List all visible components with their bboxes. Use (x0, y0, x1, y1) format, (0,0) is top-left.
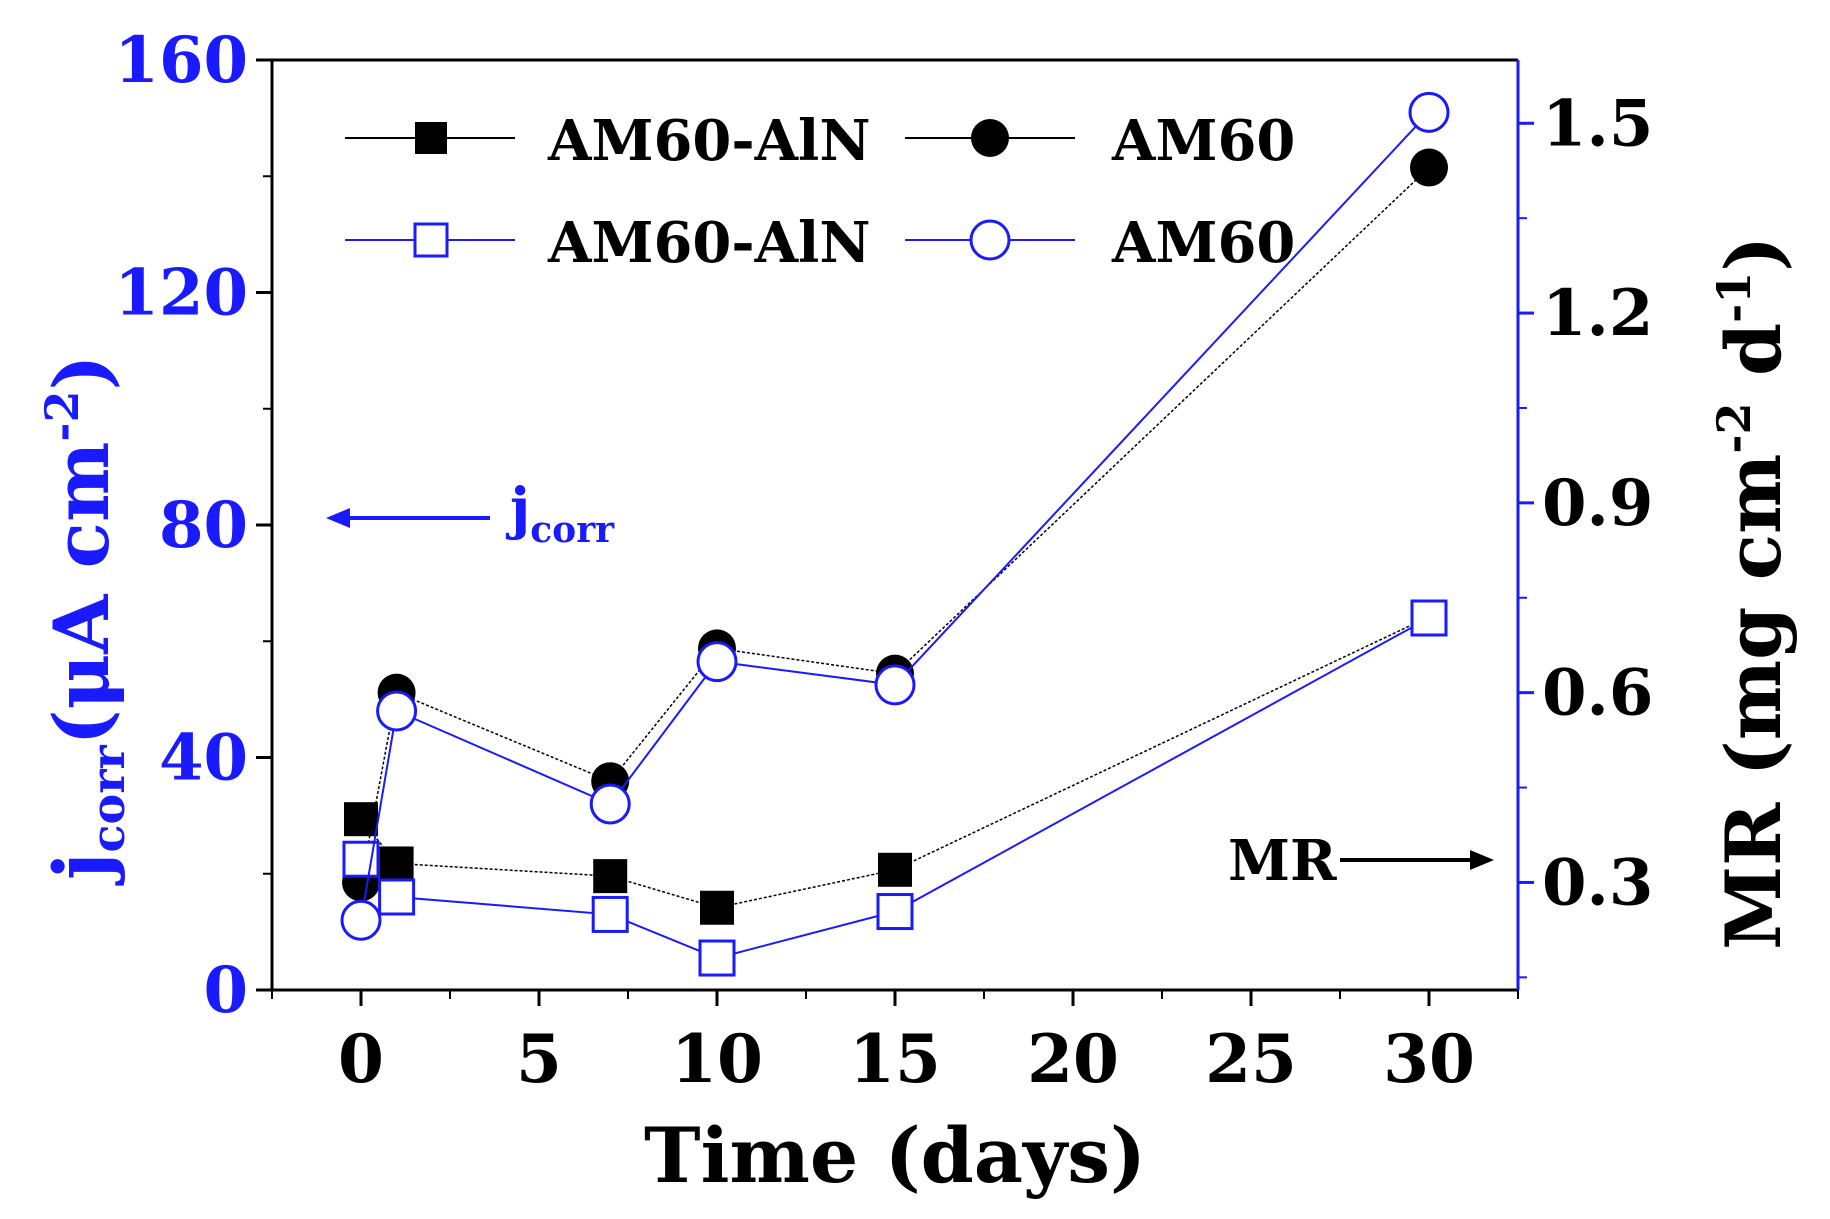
jcorr-annotation-label: jcorr (505, 476, 615, 551)
legend: AM60-AlN AM60 AM60-AlN AM60 (345, 108, 1295, 276)
legend-marker-filled-circle (971, 119, 1009, 157)
right-axis-label-close: ) (1709, 236, 1798, 272)
right-tick-label: 0.9 (1542, 466, 1653, 541)
data-point-circle (696, 641, 738, 683)
series-line-3 (360, 111, 1430, 921)
left-tick-label: 0 (203, 953, 248, 1028)
legend-marker-filled-square (415, 122, 447, 154)
right-axis-label-sup2: -1 (1707, 272, 1761, 323)
data-point-circle (1410, 148, 1448, 187)
axis-ticks: 0 5 10 15 20 25 30 0 40 80 120 160 0.3 0.6 0.9 1.2 1.5 (114, 23, 1653, 1098)
series-layer (340, 91, 1450, 977)
legend-marker-open-circle (969, 219, 1011, 261)
data-point-square (700, 890, 734, 925)
right-axis-label: MR (mg cm-2 d-1) (1707, 236, 1798, 950)
jcorr-annotation-sub: corr (530, 509, 615, 551)
left-axis-label-sub: corr (81, 745, 135, 853)
data-point-circle (376, 690, 418, 732)
data-point-square (1410, 599, 1448, 637)
data-point-circle (1408, 91, 1450, 133)
left-axis-label: jcorr(μA cm-2) (35, 355, 135, 886)
left-axis-label-sup: -2 (35, 391, 89, 442)
right-axis-label-sup1: -2 (1707, 402, 1761, 453)
jcorr-arrow-head (326, 508, 350, 528)
mr-arrow-head (1470, 850, 1494, 870)
right-tick-label: 0.6 (1542, 656, 1653, 731)
data-point-circle (340, 899, 382, 941)
data-point-circle (874, 664, 916, 706)
data-point-square (378, 878, 416, 916)
right-axis-label-mid: d (1709, 323, 1798, 403)
right-tick-label: 1.5 (1542, 86, 1653, 161)
jcorr-annotation: jcorr (326, 476, 615, 551)
x-tick-label: 5 (516, 1020, 562, 1098)
data-point-circle (589, 783, 631, 825)
left-tick-label: 80 (159, 488, 248, 563)
legend-label-am60-aln-filled: AM60-AlN (547, 108, 871, 174)
data-point-square (878, 852, 912, 887)
data-point-square (593, 859, 628, 894)
jcorr-annotation-main: j (505, 476, 530, 542)
x-tick-label: 0 (338, 1020, 384, 1098)
x-tick-label: 25 (1205, 1020, 1297, 1098)
legend-label-am60-filled: AM60 (1111, 108, 1295, 174)
mr-annotation-label: MR (1228, 828, 1337, 894)
right-tick-label: 0.3 (1542, 845, 1653, 920)
data-point-square (876, 893, 914, 931)
legend-label-am60-aln-open: AM60-AlN (547, 210, 871, 276)
data-point-square (344, 802, 378, 837)
left-tick-label: 160 (114, 23, 248, 98)
left-tick-label: 120 (114, 256, 248, 331)
x-tick-label: 20 (1027, 1020, 1119, 1098)
x-tick-label: 15 (849, 1020, 941, 1098)
x-tick-label: 10 (671, 1020, 763, 1098)
right-tick-label: 1.2 (1542, 276, 1653, 351)
x-tick-label: 30 (1383, 1020, 1475, 1098)
legend-label-am60-open: AM60 (1111, 210, 1295, 276)
mr-annotation: MR (1228, 828, 1494, 894)
legend-marker-open-square (413, 222, 449, 258)
left-axis-label-main: j (37, 853, 126, 887)
data-point-square (379, 846, 414, 881)
data-point-square (698, 939, 736, 977)
right-axis-label-main: MR (mg cm (1709, 454, 1798, 950)
left-axis-label-close: ) (37, 355, 126, 391)
data-point-square (591, 895, 629, 933)
left-axis-label-rest: (μA cm (37, 442, 126, 746)
left-tick-label: 40 (159, 721, 248, 796)
x-axis-label: Time (days) (644, 1111, 1146, 1200)
